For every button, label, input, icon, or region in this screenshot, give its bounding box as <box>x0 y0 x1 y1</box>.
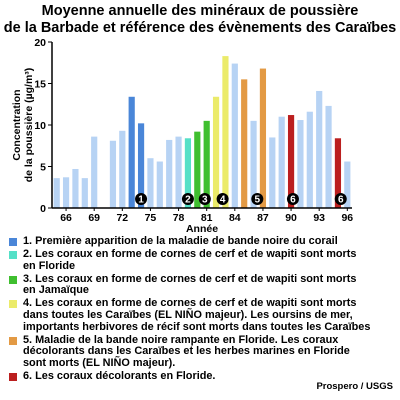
chart-title: Moyenne annuelle des minéraux de poussiè… <box>3 3 397 36</box>
bar-1968 <box>81 178 88 208</box>
legend-item-5: 5. Maladie de la bande noire rampante en… <box>9 333 394 370</box>
bar-1975 <box>147 158 154 208</box>
y-axis-label: Concentrationde la poussière (µg/m³) <box>11 68 35 183</box>
y-tick-label: 20 <box>34 37 46 49</box>
bar-1988 <box>269 137 276 208</box>
x-tick-label: 66 <box>60 212 72 224</box>
x-tick-label: 78 <box>173 212 185 224</box>
x-axis-label: Année <box>186 223 218 235</box>
event-marker-label: 3 <box>202 195 208 206</box>
event-marker-label: 1 <box>138 195 144 206</box>
bar-1995 <box>334 138 342 208</box>
legend-swatch <box>9 275 17 284</box>
x-tick-label: 90 <box>285 212 297 224</box>
bar-1981 <box>203 120 210 208</box>
bar-1985 <box>241 79 248 208</box>
legend-text: 6. Les coraux décolorants en Floride. <box>23 370 216 383</box>
bar-1983 <box>222 56 229 208</box>
legend-swatch <box>9 336 17 345</box>
bar-1991 <box>297 120 304 208</box>
y-tick-label: 10 <box>34 120 46 132</box>
x-tick-label: 69 <box>88 212 100 224</box>
x-tick-label: 96 <box>341 212 353 224</box>
bar-1971 <box>109 140 117 208</box>
legend-item-3: 3. Les coraux en forme de cornes de cerf… <box>9 272 394 297</box>
legend-swatch <box>9 373 17 382</box>
legend-text: 1. Première apparition de la maladie de … <box>23 235 338 247</box>
legend-swatch <box>9 300 17 309</box>
x-tick-label: 72 <box>116 212 128 224</box>
legend-swatch <box>9 238 17 246</box>
legend-item-2: 2. Les coraux en forme de cornes de cerf… <box>9 248 394 272</box>
x-tick-label: 87 <box>257 212 269 224</box>
y-tick-label: 5 <box>40 162 46 174</box>
event-marker-4 <box>216 193 229 205</box>
legend-swatch <box>9 251 17 260</box>
bar-1996 <box>344 161 351 208</box>
bar-1982 <box>212 96 220 208</box>
bar-1974 <box>137 123 145 208</box>
bar-1967 <box>72 168 79 208</box>
bar-1979 <box>184 138 192 208</box>
event-marker-3 <box>198 193 211 205</box>
event-marker-label: 5 <box>255 195 261 206</box>
x-tick-label: 81 <box>201 212 213 224</box>
x-tick-label: 84 <box>229 212 241 224</box>
bar-1976 <box>156 161 163 208</box>
bar-1989 <box>278 116 285 208</box>
bar-1984 <box>231 63 238 208</box>
bar-1966 <box>62 177 70 208</box>
bar-1972 <box>119 130 126 208</box>
event-marker-1 <box>135 193 148 205</box>
event-legend: 1. Première apparition de la maladie de … <box>9 235 394 384</box>
event-marker-6 <box>286 193 299 205</box>
legend-text: 2. Les coraux en forme de cornes de cerf… <box>23 248 357 272</box>
x-tick-label: 93 <box>313 212 325 224</box>
bar-1993 <box>316 90 323 208</box>
bar-1965 <box>53 178 60 208</box>
bar-1978 <box>175 136 182 208</box>
bar-1980 <box>194 131 201 208</box>
bar-1990 <box>287 115 295 208</box>
y-tick-label: 0 <box>40 203 46 215</box>
event-marker-label: 4 <box>220 195 226 206</box>
legend-text: 5. Maladie de la bande noire rampante en… <box>23 333 350 369</box>
event-marker-2 <box>181 193 194 205</box>
bar-1969 <box>91 136 98 208</box>
legend-text: 4. Les coraux en forme de cornes de cerf… <box>23 297 371 333</box>
bar-1973 <box>128 96 135 208</box>
bar-1977 <box>166 139 173 208</box>
legend-item-4: 4. Les coraux en forme de cornes de cerf… <box>9 298 394 333</box>
bar-1987 <box>259 68 267 208</box>
source-credit: Prospero / USGS <box>316 381 393 392</box>
bars-group <box>53 56 351 208</box>
x-tick-label: 75 <box>145 212 157 224</box>
event-marker-label: 6 <box>338 195 344 206</box>
event-marker-label: 6 <box>290 195 296 206</box>
bar-1992 <box>306 111 313 208</box>
y-tick-label: 15 <box>34 79 46 91</box>
event-marker-7 <box>334 193 347 205</box>
bar-1994 <box>325 105 332 208</box>
legend-item-6: 6. Les coraux décolorants en Floride. <box>9 370 394 383</box>
legend-item-1: 1. Première apparition de la maladie de … <box>9 235 394 248</box>
bar-1986 <box>250 120 257 208</box>
legend-text: 3. Les coraux en forme de cornes de cerf… <box>23 272 357 297</box>
event-marker-5 <box>251 193 264 205</box>
event-marker-label: 2 <box>185 195 191 206</box>
